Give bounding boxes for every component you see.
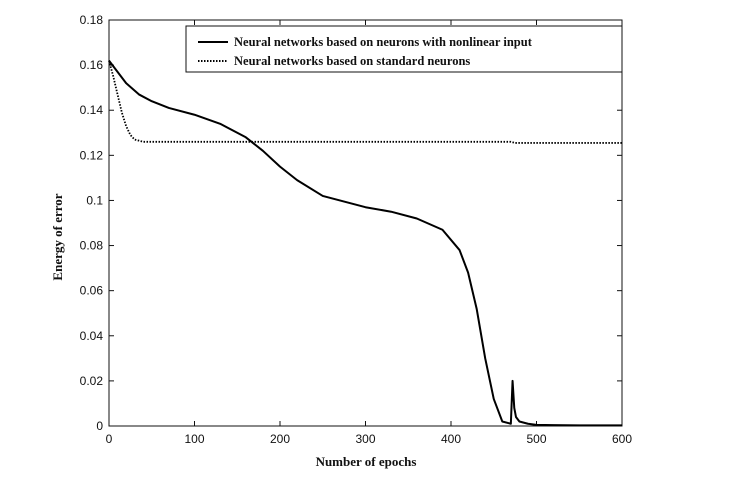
y-tick-label: 0.14	[80, 103, 104, 117]
y-tick-label: 0.1	[86, 193, 103, 207]
y-tick-label: 0.12	[80, 148, 104, 162]
y-tick-label: 0.04	[80, 329, 104, 343]
x-axis-title: Number of epochs	[316, 454, 417, 469]
y-tick-label: 0.16	[80, 58, 104, 72]
x-tick-label: 200	[270, 432, 290, 446]
axis-ticks: 0 100 200 300 400 500 600 0 0.02 0.04 0.06 0.08 0.1 0…	[80, 13, 633, 446]
x-tick-label: 100	[184, 432, 204, 446]
x-tick-label: 300	[355, 432, 375, 446]
y-tick-label: 0.06	[80, 284, 104, 298]
plot-area	[108, 19, 623, 427]
y-tick-label: 0	[96, 419, 103, 433]
y-tick-label: 0.08	[80, 239, 104, 253]
legend-box	[185, 25, 623, 73]
y-axis-title: Energy of error	[50, 193, 65, 280]
legend-label-nonlinear: Neural networks based on neurons with no…	[234, 35, 533, 49]
x-tick-label: 500	[526, 432, 546, 446]
series-line-standard-neurons	[108, 60, 622, 144]
series-line-nonlinear-input	[108, 59, 622, 427]
legend-label-standard: Neural networks based on standard neuron…	[234, 54, 470, 68]
series-layer	[108, 59, 622, 427]
y-tick-label: 0.02	[80, 374, 104, 388]
y-tick-label: 0.18	[80, 13, 104, 27]
x-tick-label: 0	[106, 432, 113, 446]
x-tick-label: 400	[441, 432, 461, 446]
x-tick-label: 600	[612, 432, 632, 446]
legend: Neural networks based on neurons with no…	[185, 25, 623, 73]
